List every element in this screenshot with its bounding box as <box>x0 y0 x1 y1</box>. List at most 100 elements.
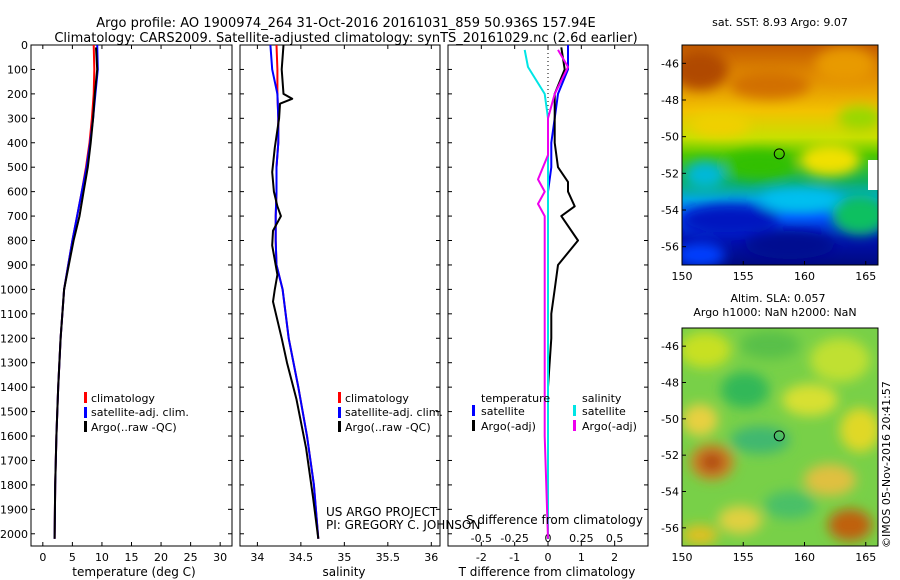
x-tick-label: 15 <box>125 551 139 564</box>
legend-label-satellite: satellite-adj. clim. <box>91 406 189 419</box>
project-credit: US ARGO PROJECT <box>326 505 438 519</box>
legend-swatch-temperature-argo <box>472 420 475 431</box>
x-tick-label: 35.5 <box>376 551 401 564</box>
difference-top-axis-label: S difference from climatology <box>466 513 643 527</box>
y-tick-label: 1300 <box>0 357 28 370</box>
y-tick-label: 1700 <box>0 454 28 467</box>
temperature-panel: 0100200300400500600700800900100011001200… <box>0 39 233 564</box>
map-y-tick-label: -54 <box>661 204 679 217</box>
x-top-tick-label: -0.5 <box>471 532 492 545</box>
x-tick-label: 35 <box>337 551 351 564</box>
temperature-legend: climatology satellite-adj. clim. Argo(..… <box>84 392 189 434</box>
map-x-tick-label: 150 <box>672 551 693 564</box>
legend-swatch-argo <box>338 421 341 432</box>
sst-map-field <box>682 45 878 265</box>
series-line-argo-raw-qc <box>271 44 320 539</box>
legend-swatch-climatology <box>84 392 87 403</box>
sla-map-frame <box>681 327 879 547</box>
legend-heading-temperature: temperature <box>481 392 550 405</box>
legend-swatch-argo <box>84 421 87 432</box>
x-tick-label: 34.5 <box>289 551 314 564</box>
x-tick-label: 36 <box>424 551 438 564</box>
series-line-climatology <box>53 44 96 539</box>
sla-map-field <box>682 328 878 546</box>
legend-label-climatology: climatology <box>345 392 409 405</box>
x-tick-label: 10 <box>95 551 109 564</box>
temperature-x-axis-label: temperature (deg C) <box>72 565 195 579</box>
y-tick-label: 600 <box>7 186 28 199</box>
sla-map-axes: 150 155 160 165 -46 -48 -50 -52 -54 -56 <box>661 340 876 564</box>
figure-title-line-2: Climatology: CARS2009. Satellite-adjuste… <box>54 31 637 46</box>
x-tick-label: 1 <box>578 551 585 564</box>
map-y-tick-label: -50 <box>661 131 679 144</box>
legend-heading-salinity: salinity <box>582 392 622 405</box>
x-tick-label: 0 <box>545 551 552 564</box>
sst-map: sat. SST: 8.93 Argo: 9.07 150 155 160 1 <box>661 16 879 283</box>
map-y-tick-label: -46 <box>661 340 679 353</box>
y-tick-label: 1500 <box>0 406 28 419</box>
series-line-temperature-argo-adj <box>547 47 579 539</box>
y-tick-label: 300 <box>7 112 28 125</box>
legend-label-salinity-satellite: satellite <box>582 405 626 418</box>
map-y-tick-label: -48 <box>661 377 679 390</box>
x-tick-label: 2 <box>611 551 618 564</box>
x-top-tick-label: -0.25 <box>500 532 528 545</box>
legend-label-salinity-argo: Argo(-adj) <box>582 420 637 433</box>
difference-x-axis-label: T difference from climatology <box>458 565 636 579</box>
sst-map-title: sat. SST: 8.93 Argo: 9.07 <box>712 16 848 29</box>
x-tick-label: 25 <box>184 551 198 564</box>
y-tick-label: 1600 <box>0 430 28 443</box>
sst-map-frame <box>681 44 879 266</box>
y-tick-label: 800 <box>7 235 28 248</box>
y-tick-label: 400 <box>7 137 28 150</box>
sst-map-axes: 150 155 160 165 -46 -48 -50 -52 -54 -56 <box>661 57 876 283</box>
salinity-x-axis-label: salinity <box>322 565 365 579</box>
sla-map-title-line-2: Argo h1000: NaN h2000: NaN <box>693 306 856 319</box>
map-x-tick-label: 160 <box>794 551 815 564</box>
legend-swatch-satellite <box>84 407 87 418</box>
x-tick-label: 0 <box>39 551 46 564</box>
y-tick-label: 200 <box>7 88 28 101</box>
legend-swatch-salinity-satellite <box>573 405 576 416</box>
legend-label-argo: Argo(..raw -QC) <box>91 421 177 434</box>
y-tick-label: 2000 <box>0 528 28 541</box>
x-tick-label: -2 <box>476 551 487 564</box>
series-line-salinity-argo-adj <box>537 49 569 539</box>
y-tick-label: 0 <box>21 39 28 52</box>
map-y-tick-label: -46 <box>661 57 679 70</box>
map-x-tick-label: 160 <box>794 270 815 283</box>
x-top-tick-label: 0.25 <box>569 532 594 545</box>
sst-land-mask <box>868 160 878 190</box>
y-tick-label: 100 <box>7 63 28 76</box>
legend-label-temperature-satellite: satellite <box>481 405 525 418</box>
legend-label-temperature-argo: Argo(-adj) <box>481 420 536 433</box>
x-tick-label: 20 <box>154 551 168 564</box>
map-x-tick-label: 165 <box>855 270 876 283</box>
y-tick-label: 1800 <box>0 479 28 492</box>
map-y-tick-label: -50 <box>661 413 679 426</box>
legend-swatch-temperature-satellite <box>472 405 475 416</box>
legend-label-climatology: climatology <box>91 392 155 405</box>
y-tick-label: 1200 <box>0 332 28 345</box>
y-tick-label: 1400 <box>0 381 28 394</box>
y-tick-label: 1000 <box>0 283 28 296</box>
map-y-tick-label: -56 <box>661 522 679 535</box>
x-tick-label: 5 <box>69 551 76 564</box>
sla-map: Altim. SLA: 0.057 Argo h1000: NaN h2000:… <box>661 292 879 564</box>
y-tick-label: 1100 <box>0 308 28 321</box>
map-x-tick-label: 155 <box>733 270 754 283</box>
legend-label-satellite: satellite-adj. clim. <box>345 406 443 419</box>
legend-swatch-salinity-argo <box>573 420 576 431</box>
argo-float-marker <box>773 148 785 160</box>
salinity-legend: climatology satellite-adj. clim. Argo(..… <box>338 392 443 434</box>
map-x-tick-label: 165 <box>855 551 876 564</box>
pi-credit: PI: GREGORY C. JOHNSON <box>326 518 480 532</box>
map-y-tick-label: -52 <box>661 449 679 462</box>
difference-legend: temperature salinity satellite Argo(-adj… <box>472 392 637 433</box>
x-tick-label: 34 <box>250 551 264 564</box>
plot-frame <box>30 44 233 547</box>
y-tick-label: 700 <box>7 210 28 223</box>
map-x-tick-label: 155 <box>733 551 754 564</box>
